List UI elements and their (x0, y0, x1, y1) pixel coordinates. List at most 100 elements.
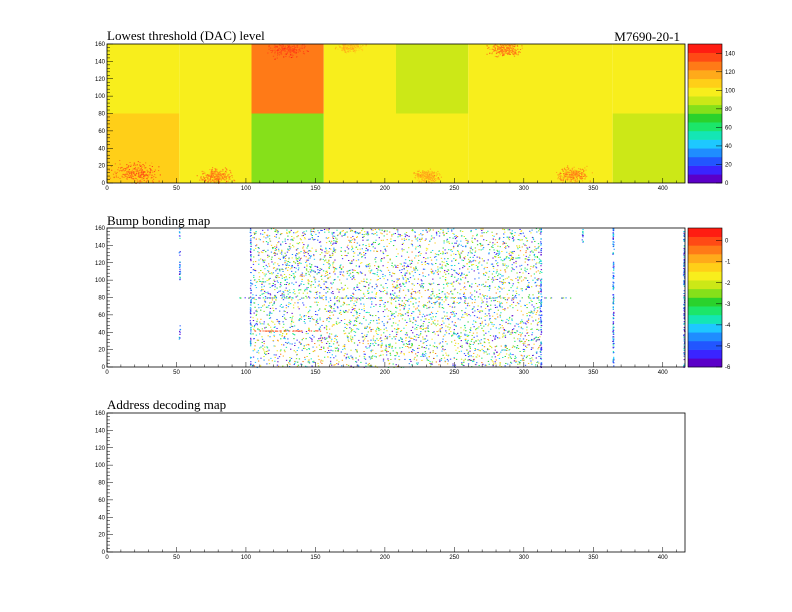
pixel-mark (295, 56, 298, 58)
pixel-mark (504, 50, 507, 52)
pixel-mark (435, 178, 437, 180)
pixel-mark (399, 309, 401, 311)
pixel-mark (263, 323, 265, 325)
pixel-mark (493, 249, 495, 251)
pixel-mark (281, 297, 283, 299)
pixel-mark (309, 290, 311, 292)
pixel-mark (353, 44, 355, 46)
pixel-mark (301, 50, 303, 52)
pixel-mark (351, 309, 354, 311)
pixel-mark (138, 176, 141, 178)
pixel-mark (360, 361, 362, 363)
pixel-mark (463, 316, 465, 318)
pixel-mark (422, 305, 424, 307)
pixel-mark (298, 320, 300, 322)
pixel-mark (524, 305, 526, 307)
pixel-mark (504, 346, 507, 348)
pixel-mark (301, 364, 303, 366)
pixel-mark (133, 164, 135, 166)
pixel-mark (507, 47, 509, 49)
pixel-mark (432, 293, 434, 295)
pixel-mark (570, 179, 573, 181)
pixel-mark (443, 301, 445, 303)
pixel-mark (253, 256, 255, 258)
pixel-mark (496, 279, 499, 281)
pixel-mark (418, 347, 420, 349)
pixel-mark (142, 171, 145, 173)
pixel-mark (282, 270, 284, 272)
pixel-mark (471, 298, 473, 300)
pixel-mark (317, 272, 320, 274)
pixel-mark (395, 364, 397, 366)
pixel-mark (211, 174, 214, 176)
pixel-mark (356, 50, 358, 52)
pixel-mark (535, 249, 537, 251)
pixel-mark (311, 338, 313, 340)
pixel-mark (353, 277, 355, 279)
pixel-mark (473, 342, 475, 344)
pixel-mark (139, 164, 141, 166)
pixel-mark (145, 174, 148, 176)
pixel-mark (565, 172, 568, 174)
pixel-mark (286, 364, 288, 366)
pixel-mark (316, 314, 319, 316)
pixel-mark (467, 321, 469, 323)
pixel-mark (518, 245, 521, 247)
pixel-mark (503, 52, 505, 54)
pixel-mark (403, 344, 405, 346)
pixel-mark (288, 365, 291, 367)
pixel-mark (219, 175, 221, 177)
pixel-mark (333, 235, 336, 237)
pixel-mark (320, 334, 322, 336)
pixel-mark (408, 298, 410, 300)
pixel-mark (510, 49, 512, 51)
pixel-mark (391, 346, 393, 348)
pixel-mark (366, 232, 369, 234)
pixel-mark (568, 176, 570, 178)
pixel-mark (460, 298, 462, 300)
pixel-mark (513, 331, 516, 333)
pixel-mark (272, 247, 274, 249)
pixel-mark (423, 355, 425, 357)
pixel-mark (328, 248, 331, 250)
pixel-mark (407, 264, 409, 266)
pixel-mark (261, 341, 263, 343)
pixel-mark (350, 295, 352, 297)
pixel-mark (579, 168, 581, 170)
pixel-mark (266, 347, 269, 349)
pixel-mark (144, 171, 146, 173)
pixel-mark (302, 337, 305, 339)
pixel-mark (455, 272, 457, 274)
pixel-mark (370, 270, 372, 272)
pixel-mark (290, 357, 293, 359)
pixel-mark (138, 167, 140, 169)
pixel-mark (415, 246, 417, 248)
pixel-mark (535, 340, 537, 342)
pixel-mark (346, 272, 349, 274)
pixel-mark (342, 230, 344, 232)
pixel-mark (128, 171, 130, 173)
pixel-mark (537, 361, 539, 363)
pixel-mark (266, 346, 268, 348)
pixel-mark (494, 349, 496, 351)
pixel-mark (465, 338, 467, 340)
pixel-mark (252, 294, 254, 296)
pixel-mark (143, 165, 145, 167)
pixel-mark (523, 350, 526, 352)
pixel-mark (523, 235, 526, 237)
pixel-mark (350, 237, 352, 239)
pixel-mark (348, 44, 351, 46)
pixel-mark (325, 296, 327, 298)
pixel-mark (497, 262, 499, 264)
pixel-mark (454, 306, 456, 308)
pixel-mark (392, 285, 395, 287)
pixel-mark (329, 264, 331, 266)
pixel-mark (509, 44, 512, 46)
pixel-mark (403, 302, 405, 304)
pixel-mark (428, 348, 430, 350)
pixel-mark (460, 332, 462, 334)
pixel-mark (513, 239, 515, 241)
pixel-mark (486, 349, 489, 351)
pixel-mark (473, 259, 475, 261)
pixel-mark (321, 342, 323, 344)
